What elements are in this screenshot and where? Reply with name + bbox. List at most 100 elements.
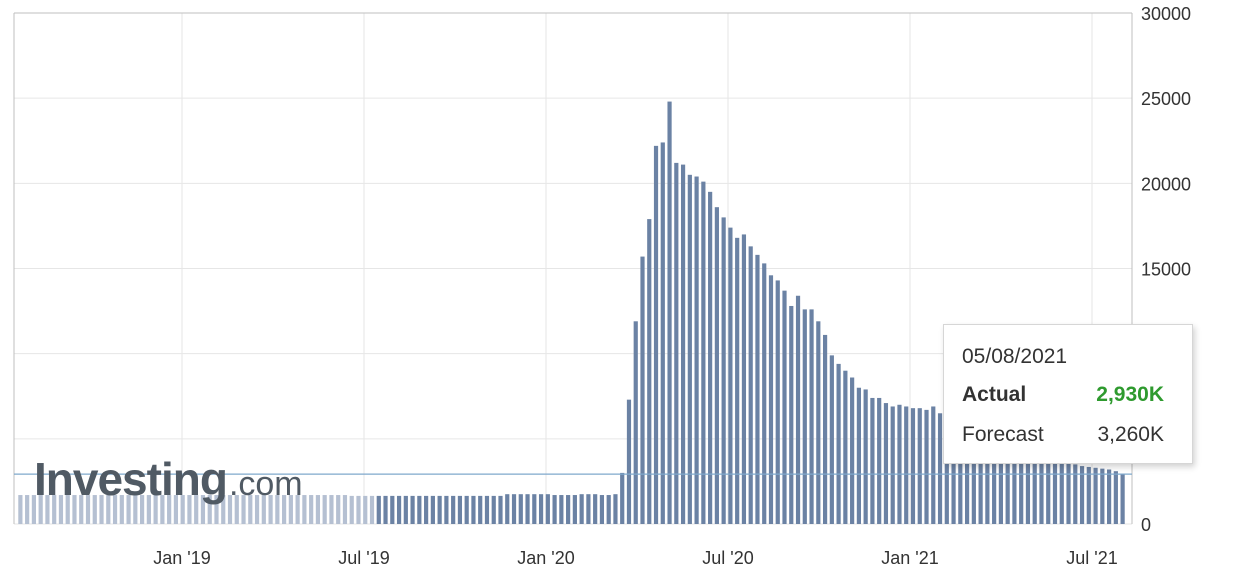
bar: [1052, 457, 1058, 524]
bar: [924, 409, 929, 524]
bar: [268, 495, 273, 524]
bar: [363, 495, 368, 524]
bar: [424, 495, 429, 524]
bar: [816, 321, 821, 524]
bar: [390, 495, 395, 524]
bar: [1039, 450, 1044, 524]
bar: [491, 495, 496, 524]
bar: [410, 495, 415, 524]
x-tick-label: Jan '21: [881, 548, 938, 568]
bar: [1066, 462, 1071, 524]
bar: [444, 495, 449, 524]
watermark-suffix: .com: [228, 465, 303, 503]
bar: [471, 495, 476, 524]
bar: [680, 164, 686, 524]
bar: [768, 275, 774, 524]
bar: [890, 406, 895, 524]
bar: [674, 162, 679, 524]
investing-watermark: Investing .com: [34, 452, 303, 506]
bar: [99, 495, 104, 524]
bar: [275, 495, 280, 524]
bar: [836, 363, 841, 524]
bar: [484, 495, 490, 524]
bar: [464, 495, 469, 524]
bar: [505, 494, 510, 524]
bar: [708, 191, 713, 524]
bar: [58, 495, 64, 524]
bar: [755, 254, 760, 524]
data-tooltip: 05/08/2021 Actual 2,930K Forecast 3,260K: [943, 324, 1193, 464]
bar: [329, 495, 334, 524]
bar: [870, 397, 875, 524]
bar: [194, 495, 199, 524]
bar: [38, 495, 43, 524]
bar: [640, 256, 645, 524]
bar: [133, 495, 138, 524]
bar: [904, 406, 909, 524]
bar: [1046, 454, 1051, 524]
bar: [234, 495, 239, 524]
bar: [566, 495, 571, 524]
bar: [153, 495, 158, 524]
bar: [160, 495, 165, 524]
bar: [1032, 447, 1037, 524]
bar: [694, 176, 699, 524]
bar: [897, 404, 902, 524]
bar: [437, 495, 442, 524]
bar: [45, 495, 50, 524]
bar: [910, 408, 916, 524]
bar: [430, 495, 435, 524]
bar: [119, 495, 124, 524]
bar: [944, 416, 949, 524]
x-tick-label: Jan '19: [153, 548, 210, 568]
bar: [1005, 437, 1010, 524]
bar: [1113, 471, 1118, 524]
bar: [721, 217, 726, 524]
bar: [25, 495, 30, 524]
bar: [1107, 469, 1112, 524]
bar: [978, 428, 983, 524]
bar: [106, 495, 111, 524]
bar: [586, 494, 591, 524]
bar: [72, 495, 77, 524]
bar: [31, 495, 36, 524]
bar: [998, 433, 1003, 524]
bar: [1059, 460, 1064, 524]
bar: [146, 495, 151, 524]
tooltip-forecast-label: Forecast: [962, 423, 1044, 446]
bar: [843, 370, 848, 524]
bar: [1073, 464, 1078, 524]
bar: [451, 495, 456, 524]
bar: [315, 495, 321, 524]
bar: [802, 309, 807, 524]
bar: [140, 495, 145, 524]
x-tick-label: Jan '20: [517, 548, 574, 568]
bar: [342, 495, 348, 524]
bar: [309, 495, 314, 524]
bar: [112, 495, 118, 524]
bar: [478, 495, 483, 524]
bar: [322, 495, 327, 524]
tooltip-actual-label: Actual: [962, 383, 1027, 406]
bar: [282, 495, 287, 524]
bar: [795, 295, 801, 524]
bar: [241, 495, 246, 524]
bar: [741, 234, 747, 524]
bar: [403, 495, 408, 524]
bar: [579, 494, 584, 524]
bar: [883, 403, 889, 524]
bar: [687, 174, 692, 524]
bar: [572, 495, 577, 524]
bar: [958, 421, 963, 524]
bar: [620, 472, 625, 524]
x-tick-label: Jul '20: [702, 548, 753, 568]
bar: [85, 495, 91, 524]
bar: [383, 495, 388, 524]
bar: [511, 494, 517, 524]
watermark-brand: Investing: [34, 453, 228, 505]
bar: [653, 145, 659, 525]
bar: [1019, 442, 1024, 524]
bar: [167, 495, 172, 524]
bar: [214, 495, 219, 524]
